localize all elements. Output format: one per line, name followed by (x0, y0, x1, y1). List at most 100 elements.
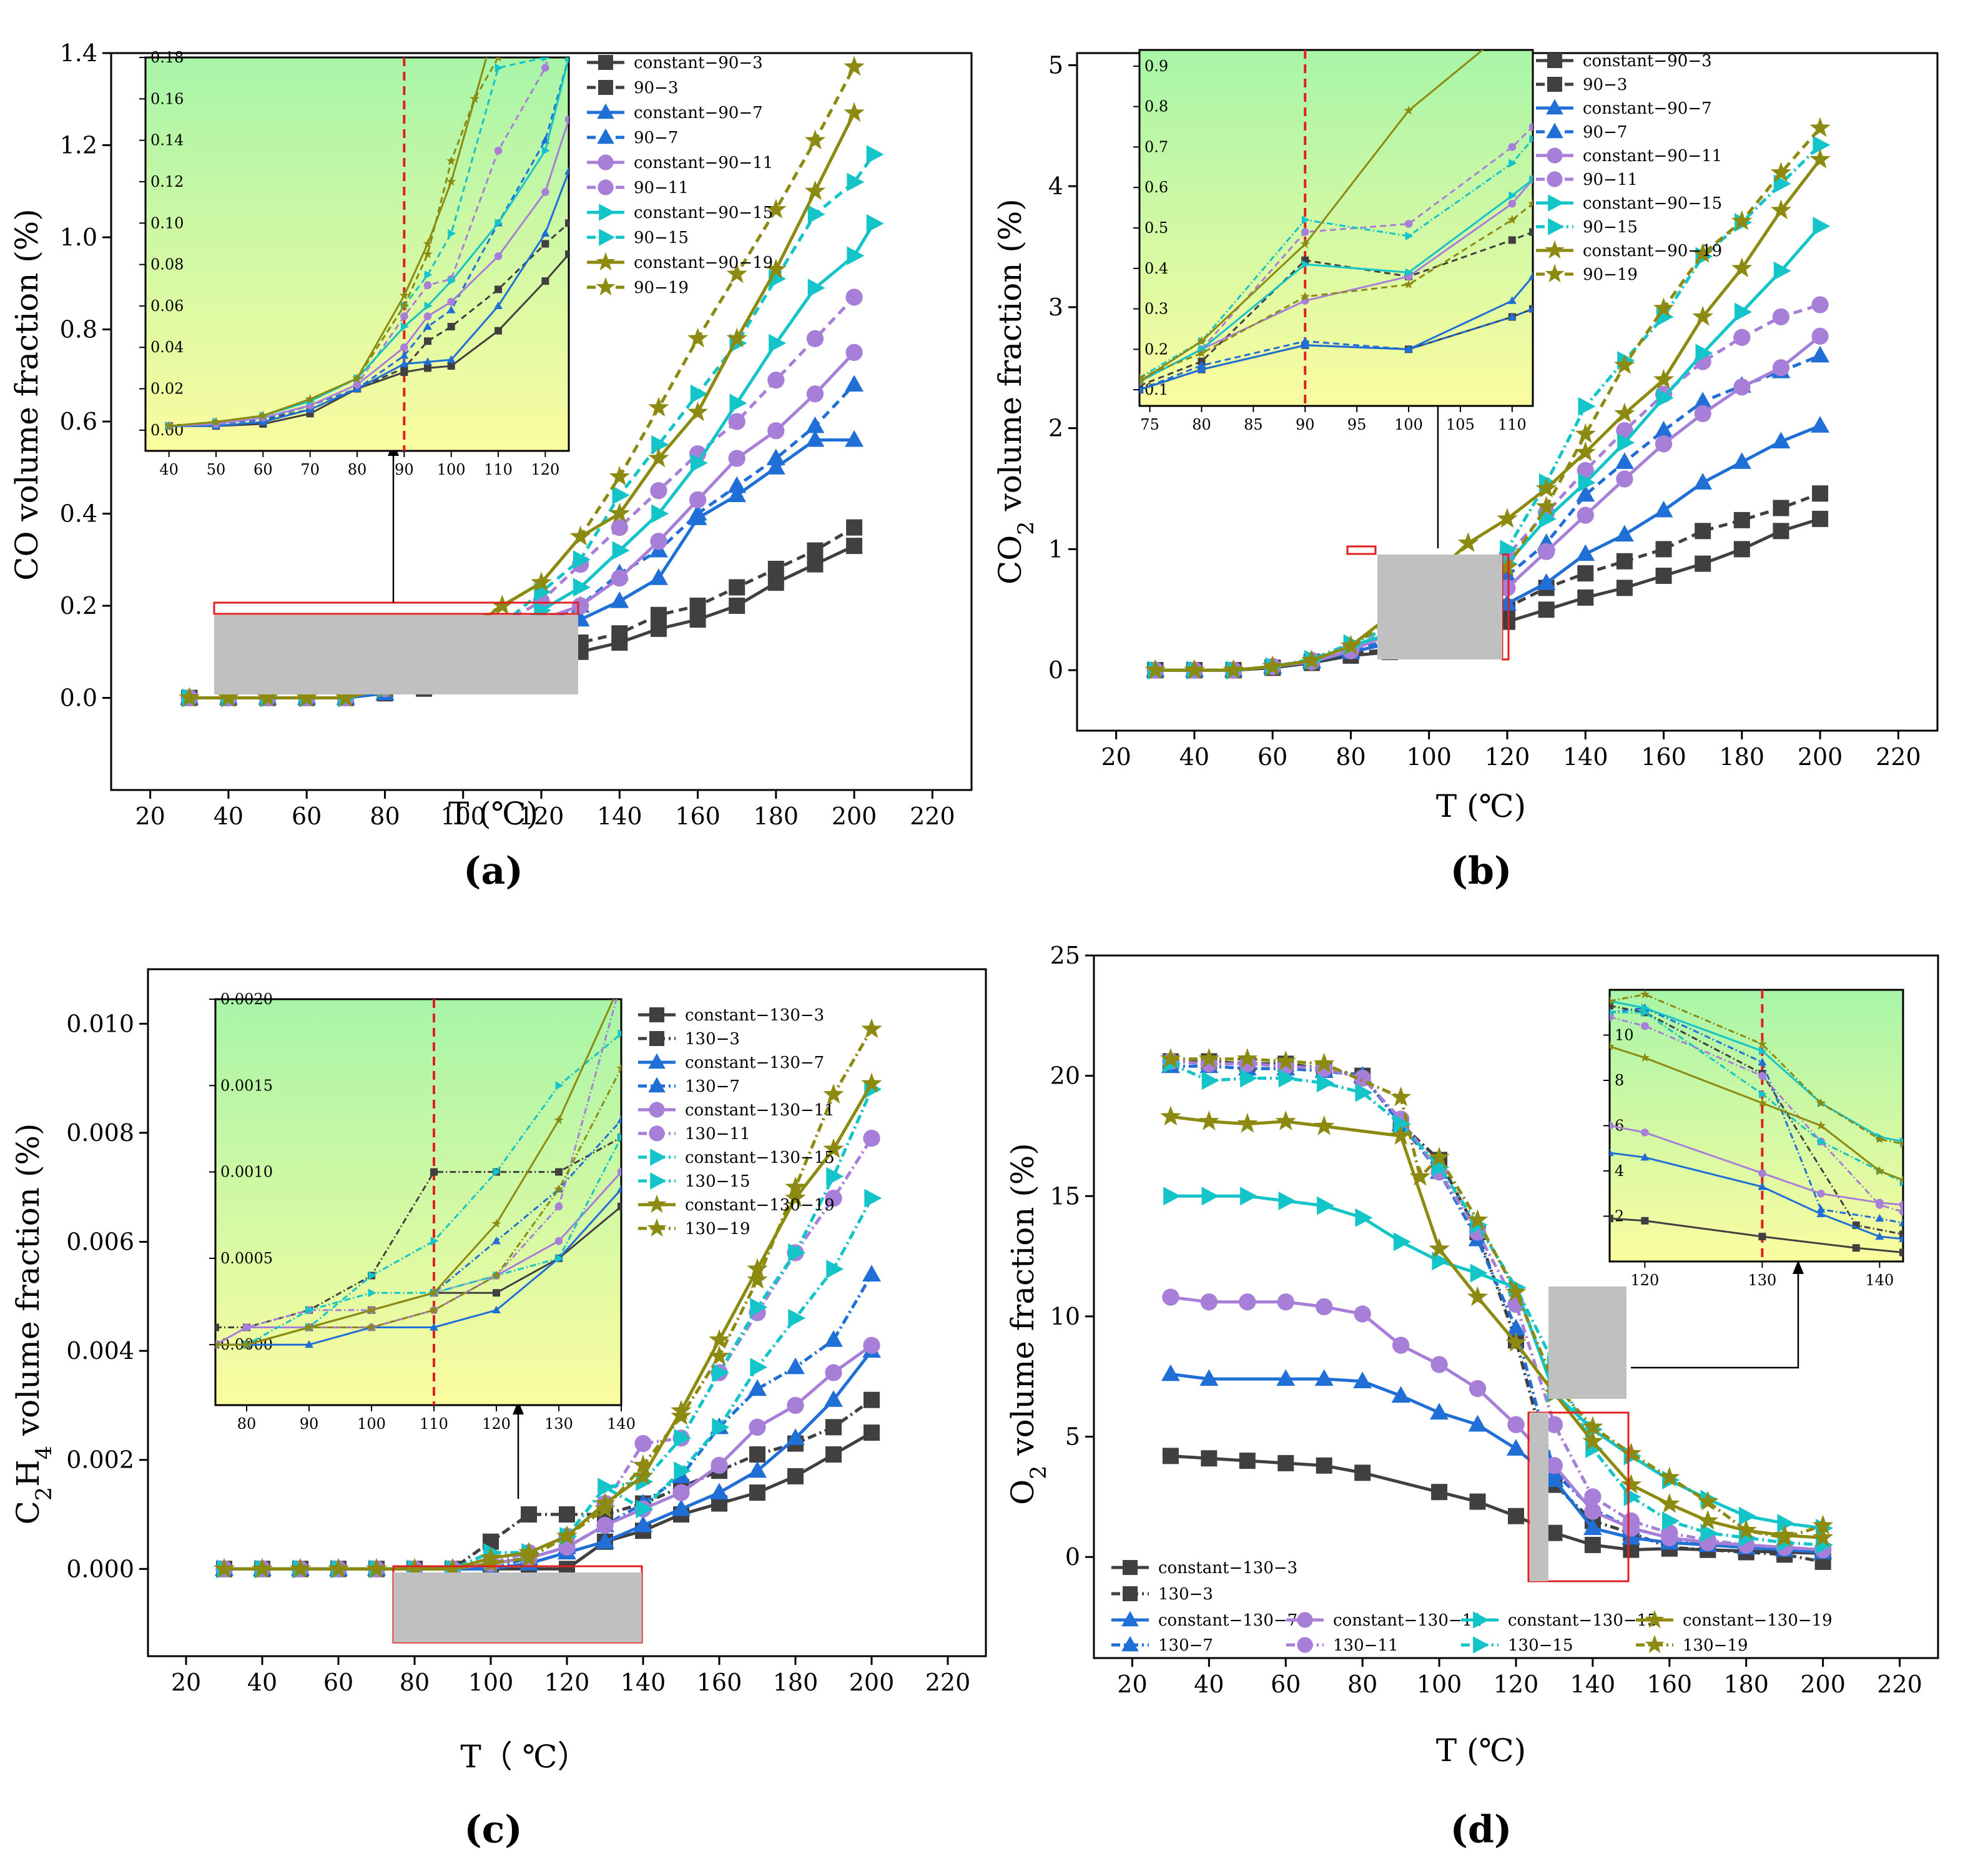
inset-x-tick-label: 100 (1394, 416, 1423, 433)
data-point (749, 1418, 766, 1436)
zoom-gray-box (1530, 1413, 1548, 1581)
data-point (1578, 397, 1596, 416)
legend-marker (597, 103, 614, 119)
data-point (1655, 435, 1673, 453)
data-point (847, 172, 865, 192)
inset-data-point (492, 1305, 501, 1313)
data-point (1692, 243, 1713, 263)
x-tick-label: 120 (544, 1669, 590, 1696)
inset-y-tick-label: 6 (1615, 1117, 1624, 1135)
data-point (491, 595, 513, 615)
data-point (1355, 1083, 1373, 1102)
inset-data-point (1899, 1248, 1903, 1256)
inset-series-line (215, 1067, 621, 1346)
x-tick-label: 80 (1336, 743, 1366, 771)
data-point (518, 1547, 539, 1567)
data-point (689, 598, 706, 614)
legend-marker (647, 1218, 667, 1237)
y-axis-label: C2H4 volume fraction (%) (10, 1123, 57, 1525)
inset-data-point (492, 1237, 501, 1245)
data-point (1392, 1336, 1410, 1354)
inset-data-point (1816, 1209, 1826, 1217)
data-point (805, 416, 825, 433)
zoom-region-box (1527, 1411, 1630, 1582)
x-axis-label: T（ ℃） (460, 1739, 588, 1775)
data-point (1262, 655, 1283, 676)
inset-data-point (494, 252, 503, 260)
inset-data-point (493, 1289, 500, 1297)
inset-data-point (446, 305, 456, 313)
data-point (1656, 388, 1674, 408)
data-point (866, 214, 884, 233)
y-tick-label: 0.002 (66, 1446, 134, 1474)
inset-series-line (1610, 1125, 1903, 1206)
inset-x-tick-label: 40 (159, 461, 179, 478)
inset-x-tick-label: 100 (437, 461, 466, 478)
data-point (573, 550, 591, 570)
inset-y-tick-label: 0.16 (150, 90, 184, 107)
panel-b: 20 40 60 80 100 120 140 160 180 200 220 0 1 2 3 4 5 T (℃)… (992, 49, 1939, 893)
legend-label: constant−90−11 (1583, 147, 1722, 165)
legend-label: constant−130−11 (1333, 1611, 1483, 1630)
data-point (650, 620, 667, 637)
legend-marker (647, 1194, 667, 1213)
data-point (826, 1167, 844, 1186)
data-point (1578, 473, 1596, 492)
y-tick-label: 3 (1048, 294, 1063, 321)
data-point (766, 458, 785, 475)
data-point (650, 533, 667, 550)
series-group (1160, 1048, 1834, 1570)
data-point (1162, 1448, 1179, 1464)
legend-label: constant−90−19 (634, 254, 773, 272)
data-point (634, 1434, 652, 1453)
data-point (729, 393, 747, 413)
y-tick-label: 0.2 (60, 592, 97, 620)
inset-x-tick-label: 80 (237, 1415, 257, 1433)
inset-data-point (1640, 1052, 1650, 1062)
inset-data-point (494, 146, 503, 155)
inset-data-point (1528, 122, 1533, 131)
inset-data-point (493, 11, 503, 21)
data-point (1733, 378, 1751, 396)
inset-data-point (258, 410, 268, 420)
inset-data-point (1301, 337, 1310, 345)
data-point (1317, 1074, 1334, 1093)
data-point (632, 1454, 654, 1474)
inset-series-line (1139, 50, 1484, 383)
zoom-gray-box (1548, 1286, 1626, 1399)
data-point (1508, 1508, 1524, 1524)
inset-data-point (565, 250, 569, 258)
inset-data-point (305, 394, 315, 403)
inset-x-tick-label: 80 (348, 461, 367, 478)
legend-label: 90−3 (634, 79, 678, 97)
inset-data-point (215, 1340, 220, 1349)
data-point (556, 1525, 578, 1546)
inset-x-tick-label: 140 (607, 1415, 636, 1433)
data-point (1772, 308, 1790, 326)
legend-label: constant−130−19 (1683, 1611, 1833, 1630)
inset-data-point (448, 277, 456, 286)
data-point (862, 1265, 881, 1281)
data-point (1695, 523, 1711, 540)
inset-y-tick-label: 2 (1615, 1208, 1624, 1225)
data-point (650, 606, 667, 623)
inset-y-tick-label: 0.8 (1144, 98, 1168, 116)
inset-data-point (618, 1133, 621, 1142)
data-point (767, 422, 785, 440)
y-axis-label: O2 volume fraction (%) (1005, 1143, 1051, 1505)
x-tick-label: 120 (1485, 743, 1530, 771)
inset-data-point (617, 1185, 621, 1193)
data-point (1812, 1526, 1834, 1547)
inset-data-point (430, 1323, 438, 1331)
x-tick-label: 180 (773, 1669, 819, 1696)
inset-x-tick-label: 110 (420, 1415, 448, 1433)
inset-data-point (424, 364, 431, 372)
inset-series-line (1610, 993, 1903, 1145)
panel-label: (d) (1450, 1808, 1512, 1852)
legend-marker (648, 1053, 666, 1069)
x-axis-label: T (℃) (448, 796, 538, 832)
inset-data-point (1899, 1234, 1903, 1242)
inset-data-point (1197, 365, 1206, 373)
data-point (1813, 217, 1831, 236)
panel-a: 20 40 60 80 100 120 140 160 180 200 220 0.0 0.2 0.4 0.… (9, 11, 973, 893)
